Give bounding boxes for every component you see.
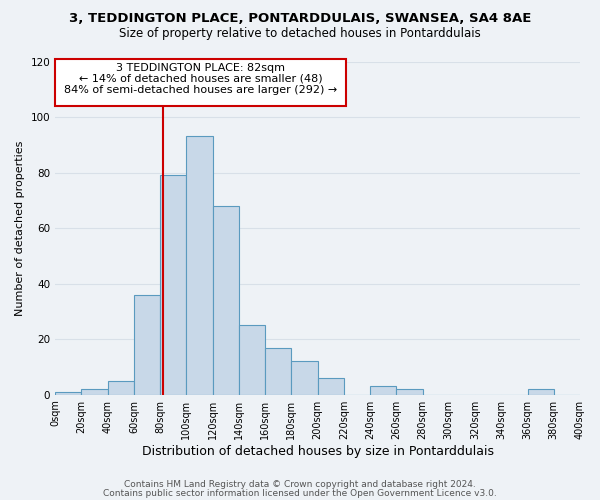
FancyBboxPatch shape (55, 58, 346, 106)
Text: 84% of semi-detached houses are larger (292) →: 84% of semi-detached houses are larger (… (64, 85, 337, 95)
Bar (134, 294, 160, 394)
Text: Contains public sector information licensed under the Open Government Licence v3: Contains public sector information licen… (103, 488, 497, 498)
Bar (107, 381, 134, 394)
X-axis label: Distribution of detached houses by size in Pontarddulais: Distribution of detached houses by size … (142, 444, 494, 458)
Bar (292, 362, 317, 394)
Bar (370, 386, 397, 394)
Text: ← 14% of detached houses are smaller (48): ← 14% of detached houses are smaller (48… (79, 74, 323, 84)
Text: Contains HM Land Registry data © Crown copyright and database right 2024.: Contains HM Land Registry data © Crown c… (124, 480, 476, 489)
Bar (527, 389, 554, 394)
Text: Size of property relative to detached houses in Pontarddulais: Size of property relative to detached ho… (119, 28, 481, 40)
Bar (82, 389, 107, 394)
Bar (187, 136, 212, 394)
Bar (265, 348, 292, 395)
Bar (317, 378, 344, 394)
Y-axis label: Number of detached properties: Number of detached properties (15, 140, 25, 316)
Bar (55, 392, 82, 394)
Bar (160, 176, 187, 394)
Bar (397, 389, 422, 394)
Text: 3, TEDDINGTON PLACE, PONTARDDULAIS, SWANSEA, SA4 8AE: 3, TEDDINGTON PLACE, PONTARDDULAIS, SWAN… (69, 12, 531, 26)
Bar (239, 326, 265, 394)
Bar (212, 206, 239, 394)
Text: 3 TEDDINGTON PLACE: 82sqm: 3 TEDDINGTON PLACE: 82sqm (116, 63, 286, 73)
